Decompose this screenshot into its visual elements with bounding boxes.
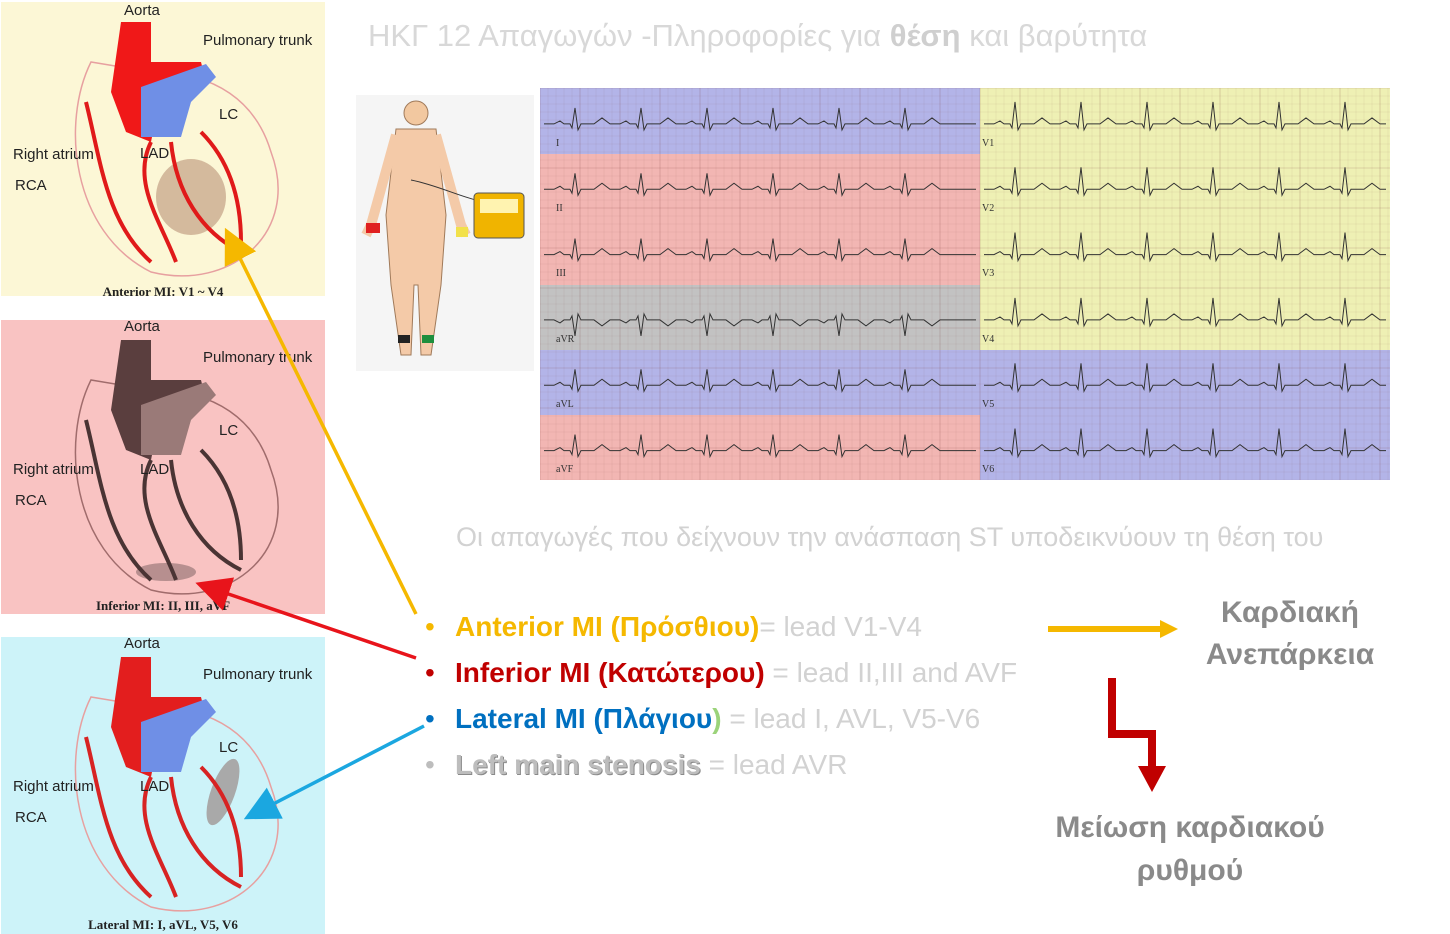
list-item: • Anterior MI (Πρόσθιου)= lead V1-V4 [425, 611, 922, 642]
lead-label-aVL: aVL [556, 399, 574, 410]
ecg-waveform [544, 312, 976, 337]
arrow-inferior [195, 577, 417, 660]
ecg-waveform [984, 167, 1386, 198]
lead-label-V6: V6 [982, 464, 995, 475]
ecg-waveform [984, 232, 1386, 263]
ecg-waveforms [540, 88, 1390, 480]
label-pulmonary-trunk: Pulmonary trunk [203, 32, 313, 49]
lead-label-V4: V4 [982, 334, 995, 345]
bullet-left-main-name: Left main stenosis [455, 749, 701, 780]
slide-title: ΗΚΓ 12 Απαγωγών -Πληροφορίες για θέση κα… [368, 18, 1148, 53]
label-lad: LAD [140, 778, 170, 795]
bullet-lateral-leads: = lead I, AVL, V5-V6 [721, 703, 981, 734]
bullet-anterior-leads: = lead V1-V4 [759, 611, 922, 642]
bullet-anterior-name: Anterior MI (Πρόσθιου) [455, 611, 760, 642]
label-right-atrium: Right atrium [13, 146, 94, 163]
arrow-lateral [243, 724, 425, 820]
label-lad: LAD [140, 461, 170, 478]
lead-label-I: I [556, 138, 560, 149]
ecg-waveform [544, 434, 976, 459]
ecg-12-lead-tracing: I II III aVR aVL aVF V1 V2 V3 V4 V5 V6 [540, 88, 1390, 480]
label-lc: LC [219, 422, 239, 439]
lead-label-V3: V3 [982, 268, 995, 279]
description-text: Οι απαγωγές που δείχνουν την ανάσπαση ST… [456, 522, 1324, 552]
lead-label-V2: V2 [982, 203, 995, 214]
panel-caption: Lateral MI: I, aVL, V5, V6 [88, 917, 238, 932]
label-rca: RCA [15, 809, 47, 826]
bullet-inferior-leads: = lead II,III and AVF [764, 657, 1018, 688]
ecg-waveform [544, 369, 976, 393]
arrow-to-bradycardia [1108, 678, 1156, 768]
lead-label-V1: V1 [982, 138, 995, 149]
bullet-inferior-name: Inferior MI (Κατώτερου) [455, 657, 765, 688]
heart-illustration [74, 657, 279, 912]
label-right-atrium: Right atrium [13, 778, 94, 795]
heart-panel-inferior: Aorta Pulmonary trunk LC Right atrium LA… [1, 320, 325, 614]
ecg-waveform [984, 363, 1386, 394]
ecg-waveform [544, 107, 976, 132]
ecg-waveform [984, 297, 1386, 328]
label-aorta: Aorta [124, 637, 160, 652]
bullet-left-main-leads: = lead AVR [700, 749, 848, 780]
label-aorta: Aorta [124, 320, 160, 335]
lead-label-III: III [556, 268, 566, 279]
list-item: • Inferior MI (Κατώτερου) = lead II,III a… [425, 657, 1018, 688]
label-pulmonary-trunk: Pulmonary trunk [203, 349, 313, 366]
ecg-body-figure [356, 95, 534, 371]
mi-location-list: • Anterior MI (Πρόσθιου)= lead V1-V4 • Inf… [425, 604, 1017, 788]
label-right-atrium: Right atrium [13, 461, 94, 478]
lead-label-II: II [556, 203, 563, 214]
label-pulmonary-trunk: Pulmonary trunk [203, 666, 313, 683]
outcome-heart-failure: Καρδιακή Ανεπάρκεια [1205, 596, 1375, 671]
label-rca: RCA [15, 177, 47, 194]
arrow-anterior [224, 227, 418, 615]
bullet-lateral-name: Lateral MI (Πλάγιου [455, 703, 713, 734]
list-item: • Lateral MI (Πλάγιου) = lead I, AVL, V5-… [425, 703, 981, 734]
label-aorta: Aorta [124, 2, 160, 19]
ecg-strip-aVR [540, 285, 980, 350]
label-lc: LC [219, 739, 239, 756]
lead-label-aVF: aVF [556, 464, 574, 475]
lead-label-V5: V5 [982, 399, 995, 410]
ecg-waveform [984, 101, 1386, 132]
ecg-waveform [544, 173, 976, 197]
label-lad: LAD [140, 145, 170, 162]
heart-illustration [74, 340, 279, 595]
ecg-waveform [544, 238, 976, 263]
lead-label-aVR: aVR [556, 334, 575, 345]
ecg-strip-V1-V4 [980, 88, 1390, 350]
list-item: • Left main stenosis = lead AVR [425, 749, 848, 780]
heart-panel-lateral: Aorta Pulmonary trunk LC Right atrium LA… [1, 637, 325, 934]
outcome-bradycardia: Μείωση καρδιακού ρυθμού [1055, 811, 1325, 887]
bullet-lateral-paren: ) [712, 703, 722, 734]
ecg-strip-V5-V6 [980, 350, 1390, 480]
label-lc: LC [219, 106, 239, 123]
panel-caption: Anterior MI: V1 ~ V4 [102, 284, 224, 296]
ecg-waveform [984, 428, 1386, 459]
label-rca: RCA [15, 492, 47, 509]
